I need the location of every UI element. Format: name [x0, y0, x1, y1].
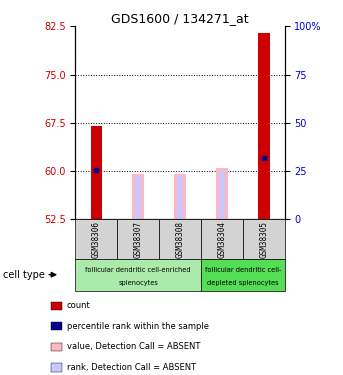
Text: rank, Detection Call = ABSENT: rank, Detection Call = ABSENT — [67, 363, 196, 372]
Text: GSM38304: GSM38304 — [217, 220, 226, 258]
Text: count: count — [67, 301, 91, 310]
Bar — [219, 171, 225, 219]
Text: percentile rank within the sample: percentile rank within the sample — [67, 322, 209, 331]
Bar — [177, 176, 183, 219]
Text: GSM38307: GSM38307 — [134, 220, 143, 258]
Bar — [91, 126, 102, 219]
Bar — [216, 168, 228, 219]
Text: splenocytes: splenocytes — [118, 280, 158, 286]
Text: GSM38305: GSM38305 — [259, 220, 268, 258]
Bar — [159, 219, 201, 259]
Text: cell type: cell type — [3, 270, 45, 280]
Bar — [132, 174, 144, 219]
Bar — [75, 259, 201, 291]
Bar — [201, 259, 285, 291]
Text: depleted splenocytes: depleted splenocytes — [207, 280, 279, 286]
Bar — [174, 174, 186, 219]
Bar — [258, 33, 270, 219]
Text: follicular dendritic cell-enriched: follicular dendritic cell-enriched — [85, 267, 191, 273]
Text: GSM38308: GSM38308 — [176, 220, 185, 258]
Text: follicular dendritic cell-: follicular dendritic cell- — [205, 267, 281, 273]
Bar — [117, 219, 159, 259]
Bar — [201, 219, 243, 259]
Bar — [135, 176, 141, 219]
Title: GDS1600 / 134271_at: GDS1600 / 134271_at — [111, 12, 249, 25]
Text: GSM38306: GSM38306 — [92, 220, 101, 258]
Bar — [243, 219, 285, 259]
Bar — [75, 219, 117, 259]
Text: value, Detection Call = ABSENT: value, Detection Call = ABSENT — [67, 342, 200, 351]
